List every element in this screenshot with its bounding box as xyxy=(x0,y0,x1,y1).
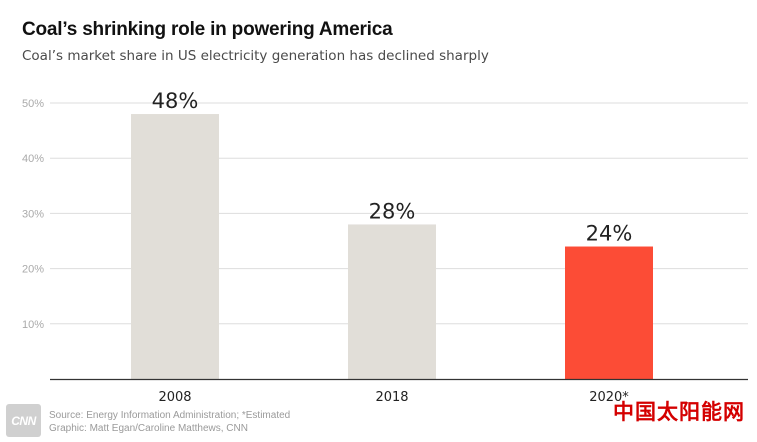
data-label: 24% xyxy=(586,222,633,246)
bar xyxy=(348,224,436,379)
y-tick-label: 30% xyxy=(22,208,44,220)
cnn-logo-text: CNN xyxy=(11,413,36,428)
bar xyxy=(565,246,653,379)
x-tick-label: 2008 xyxy=(158,390,191,405)
credit-note: Graphic: Matt Egan/Caroline Matthews, CN… xyxy=(49,423,248,434)
data-label: 28% xyxy=(369,199,416,223)
cnn-logo: CNN xyxy=(6,404,41,437)
x-tick-label: 2020* xyxy=(589,390,629,405)
data-label: 48% xyxy=(152,89,199,113)
bar xyxy=(131,114,219,379)
source-note: Source: Energy Information Administratio… xyxy=(49,410,291,421)
chart-subtitle: Coal’s market share in US electricity ge… xyxy=(22,48,489,64)
y-tick-label: 40% xyxy=(22,153,44,165)
watermark: 中国太阳能网 xyxy=(613,400,745,424)
chart-title: Coal’s shrinking role in powering Americ… xyxy=(22,19,393,40)
y-tick-label: 20% xyxy=(22,264,44,276)
y-tick-label: 50% xyxy=(22,98,44,110)
x-tick-label: 2018 xyxy=(375,390,408,405)
y-tick-label: 10% xyxy=(22,319,44,331)
